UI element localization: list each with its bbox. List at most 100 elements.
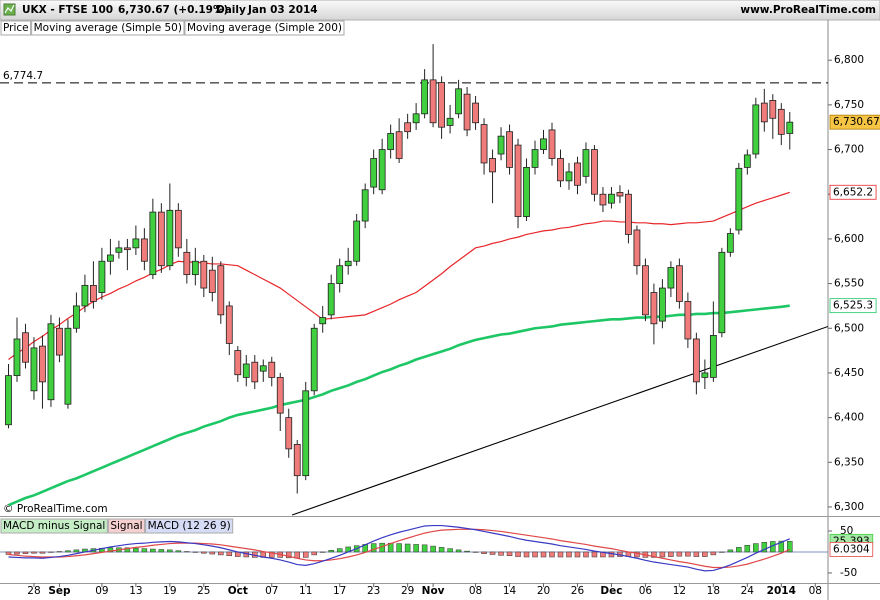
macd-histogram-bar — [404, 543, 411, 553]
ma-last-label-box — [829, 298, 877, 314]
moving-average-line — [8, 191, 790, 361]
macd-histogram-bar — [523, 551, 530, 558]
level-label: 6,774.7 — [3, 70, 43, 82]
header-price: 6,730.67 (+0.19%) — [118, 4, 228, 16]
legend-label: MACD minus Signal — [3, 520, 105, 532]
candle-body — [149, 211, 157, 276]
header-icon-glyph — [4, 4, 15, 14]
macd-line — [8, 528, 791, 569]
macd-histogram-bar — [710, 551, 717, 556]
moving-average-line — [7, 304, 790, 507]
candle-body — [540, 138, 547, 150]
legend-box — [0, 518, 108, 534]
y-tick-label: 6,350 — [834, 456, 864, 468]
header-bar — [0, 0, 880, 21]
macd-y-tick-label: -50 — [840, 567, 857, 579]
candle-body — [786, 121, 794, 134]
macd-histogram-bar — [302, 551, 309, 558]
macd-histogram-bar — [336, 548, 343, 553]
candle-body — [675, 265, 683, 302]
macd-histogram-bar — [107, 547, 114, 553]
candle-body — [30, 347, 38, 392]
macd-histogram-bar — [14, 551, 20, 555]
y-tick-label: 6,750 — [834, 99, 864, 111]
candle-body — [514, 144, 522, 217]
candle-body — [752, 104, 760, 155]
y-tick-label: 6,300 — [834, 501, 864, 513]
x-tick-label: 26 — [571, 585, 585, 597]
macd-histogram-bar — [438, 547, 445, 553]
candle-body — [387, 133, 395, 150]
x-tick-label: 12 — [673, 585, 686, 597]
x-tick-label: 06 — [639, 585, 653, 597]
candle-body — [208, 269, 216, 293]
candle-body — [353, 220, 361, 262]
candle-body — [47, 323, 55, 401]
macd-pane — [0, 524, 828, 572]
candle-body — [692, 338, 700, 383]
macd-histogram-bar — [583, 551, 589, 558]
macd-histogram-bar — [455, 549, 462, 553]
macd-histogram-bar — [481, 551, 487, 554]
candle-body — [132, 238, 140, 249]
macd-histogram-bar — [150, 548, 156, 553]
macd-histogram-bar — [676, 551, 683, 557]
candle-body — [336, 265, 344, 284]
macd-histogram-bar — [574, 551, 581, 558]
x-tick-label: 09 — [95, 585, 108, 597]
macd-histogram-bar — [218, 551, 224, 556]
candle-body — [115, 247, 123, 253]
price-last-label-box — [829, 114, 880, 130]
x-tick-label: Dec — [600, 585, 622, 597]
candle-body — [743, 154, 751, 168]
candle-body — [140, 238, 148, 262]
candle-body — [760, 102, 768, 123]
macd-histogram-bar — [634, 551, 640, 558]
macd-histogram-bar — [489, 551, 496, 555]
x-tick-label: 20 — [537, 585, 550, 597]
candle-body — [718, 251, 726, 334]
candle-body — [582, 149, 590, 177]
candle-body — [22, 332, 29, 363]
legend-box — [31, 20, 185, 36]
price-pane — [0, 44, 828, 516]
x-tick-label: Sep — [48, 585, 71, 597]
macd-histogram-bar — [430, 545, 436, 553]
candle-body — [726, 233, 734, 253]
header-symbol: UKX - FTSE 100 — [22, 4, 113, 16]
candle-body — [81, 284, 89, 307]
x-tick-label: 2014 — [767, 585, 796, 597]
candle-body — [361, 189, 369, 222]
y-tick-label: 6,400 — [834, 412, 864, 424]
macd-histogram-bar — [651, 551, 657, 558]
candle-body — [506, 131, 513, 168]
candle-body — [225, 305, 233, 344]
x-tick-label: 07 — [265, 585, 278, 597]
trend-line — [291, 325, 828, 516]
candle-body — [319, 317, 327, 325]
legend-box — [145, 518, 234, 534]
candle-body — [234, 350, 242, 376]
macd-histogram-bar — [141, 548, 148, 553]
macd-histogram-bar — [226, 551, 233, 556]
macd-line — [8, 524, 791, 572]
candle-body — [174, 209, 182, 249]
macd-histogram-bar — [158, 549, 165, 553]
x-tick-label: 29 — [401, 585, 414, 597]
candle-body — [557, 158, 564, 182]
macd-histogram-bar — [685, 551, 691, 557]
candle-body — [73, 305, 80, 329]
header-site: www.ProRealTime.com — [740, 4, 876, 16]
candle-body — [625, 193, 632, 235]
candle-body — [378, 149, 386, 191]
macd-histogram-bar — [175, 550, 182, 553]
candle-body — [446, 117, 454, 126]
candle-body — [701, 372, 709, 378]
candle-body — [285, 417, 293, 450]
macd-histogram-bar — [464, 550, 470, 553]
ma-last-label-box — [829, 184, 877, 200]
candle-body — [107, 254, 114, 262]
macd-histogram-bar — [65, 550, 71, 553]
macd-histogram-bar — [209, 551, 216, 555]
